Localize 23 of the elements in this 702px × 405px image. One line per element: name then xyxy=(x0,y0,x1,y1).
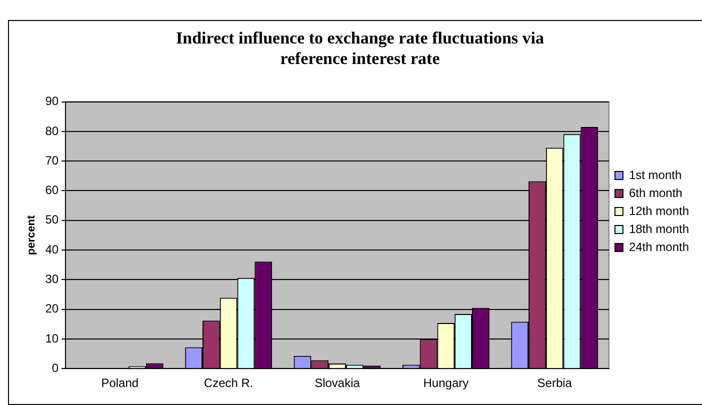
y-tick-label: 40 xyxy=(45,242,59,256)
y-tick-label: 0 xyxy=(52,360,59,375)
y-tick-label: 90 xyxy=(45,94,59,108)
legend-label: 1st month xyxy=(628,168,682,182)
x-tick-label: Hungary xyxy=(423,376,469,390)
legend-label: 12th month xyxy=(628,204,690,218)
y-tick-label: 60 xyxy=(45,183,59,198)
x-tick-label: Poland xyxy=(101,376,139,390)
text: Indirect influence to exchange rate fluctuations via xyxy=(176,28,544,48)
y-tick-label: 50 xyxy=(45,212,59,227)
y-tick-label: 70 xyxy=(45,153,59,168)
x-tick-label: Slovakia xyxy=(314,376,360,390)
legend-label: 24th month xyxy=(628,240,690,254)
x-tick-label: Czech R. xyxy=(204,376,254,390)
y-tick-label: 80 xyxy=(45,124,59,138)
legend-label: 18th month xyxy=(628,222,690,236)
y-tick-label: 20 xyxy=(45,302,59,316)
y-tick-label: 10 xyxy=(45,331,59,346)
legend-label: 6th month xyxy=(628,186,682,200)
x-tick-label: Serbia xyxy=(537,376,572,390)
text: reference interest rate xyxy=(280,48,440,68)
y-axis-title: percent xyxy=(26,215,38,256)
y-tick-label: 30 xyxy=(45,272,59,286)
